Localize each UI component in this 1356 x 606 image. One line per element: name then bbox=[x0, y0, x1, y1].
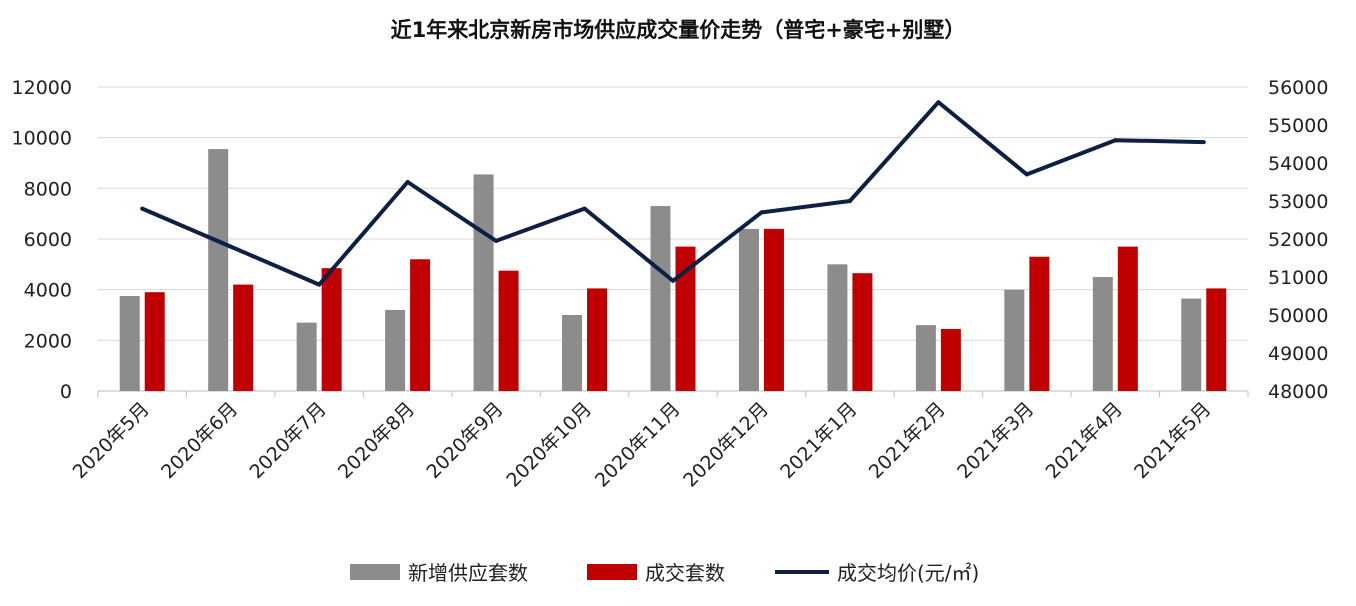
supply-bar bbox=[385, 309, 406, 391]
bars bbox=[119, 149, 1227, 391]
price-point bbox=[1201, 140, 1206, 145]
supply-bar bbox=[296, 322, 317, 391]
deal-bar bbox=[1117, 246, 1138, 391]
y-left-tick-label: 2000 bbox=[24, 330, 72, 352]
x-tick-label: 2020年11月 bbox=[591, 398, 685, 492]
price-point bbox=[228, 244, 233, 249]
x-tick-label: 2021年4月 bbox=[1042, 398, 1127, 483]
x-tick-label: 2021年3月 bbox=[953, 398, 1038, 483]
right-axis: 48000 49000 50000 51000 52000 53000 54000 55000… bbox=[1268, 77, 1328, 403]
y-right-tick-label: 54000 bbox=[1268, 153, 1328, 175]
y-right-tick-label: 55000 bbox=[1268, 115, 1328, 137]
gridlines bbox=[98, 86, 1248, 392]
price-point bbox=[582, 206, 587, 211]
x-axis: 2020年5月 2020年6月 2020年7月 2020年8月 2020年9月2020年… bbox=[69, 391, 1249, 492]
x-tick-label: 2021年1月 bbox=[776, 398, 861, 483]
legend-label: 成交均价(元/㎡) bbox=[837, 561, 979, 585]
x-tick-label: 2020年12月 bbox=[679, 398, 773, 492]
x-tick-label: 2020年9月 bbox=[422, 398, 507, 483]
deal-bar bbox=[498, 270, 519, 391]
supply-bar bbox=[562, 315, 583, 391]
y-left-tick-label: 10000 bbox=[12, 128, 72, 150]
x-tick-label: 2020年7月 bbox=[246, 398, 331, 483]
deal-bar bbox=[144, 292, 165, 391]
y-right-tick-label: 48000 bbox=[1268, 381, 1328, 403]
price-point bbox=[494, 238, 499, 243]
legend-swatch bbox=[350, 564, 400, 580]
deal-bar bbox=[940, 328, 961, 391]
deal-bar bbox=[233, 284, 254, 391]
y-right-tick-label: 49000 bbox=[1268, 343, 1328, 365]
supply-bar bbox=[650, 206, 671, 391]
price-point bbox=[671, 278, 675, 283]
left-axis: 0 2000 4000 6000 8000 10000 12000 bbox=[12, 77, 72, 403]
x-tick-label: 2021年5月 bbox=[1130, 398, 1215, 483]
deal-bar bbox=[587, 288, 608, 391]
legend: 新增供应套数 成交套数 成交均价(元/㎡) bbox=[350, 561, 979, 585]
supply-bar bbox=[915, 325, 936, 391]
legend-label: 成交套数 bbox=[645, 561, 725, 585]
y-left-tick-label: 6000 bbox=[24, 229, 72, 251]
legend-swatch bbox=[587, 564, 637, 580]
y-right-tick-label: 56000 bbox=[1268, 77, 1328, 99]
price-point bbox=[317, 282, 322, 287]
x-tick-label: 2020年5月 bbox=[69, 398, 154, 483]
supply-bar bbox=[208, 149, 229, 391]
supply-bar bbox=[738, 228, 759, 391]
y-right-tick-label: 50000 bbox=[1268, 305, 1328, 327]
supply-bar bbox=[1092, 277, 1113, 391]
deal-bar bbox=[763, 228, 784, 391]
y-right-tick-label: 51000 bbox=[1268, 267, 1328, 289]
supply-bar bbox=[1004, 289, 1025, 391]
y-left-tick-label: 12000 bbox=[12, 77, 72, 99]
price-point bbox=[847, 199, 852, 203]
supply-bar bbox=[1181, 298, 1202, 391]
price-point bbox=[936, 100, 941, 105]
y-left-tick-label: 8000 bbox=[24, 178, 72, 200]
y-left-tick-label: 0 bbox=[60, 381, 72, 403]
x-tick-label: 2021年2月 bbox=[865, 398, 950, 483]
y-right-tick-label: 52000 bbox=[1268, 229, 1328, 251]
chart-title: 近1年来北京新房市场供应成交量价走势（普宅+豪宅+别墅） bbox=[390, 18, 966, 42]
x-tick-label: 2020年8月 bbox=[334, 398, 419, 483]
deal-bar bbox=[852, 273, 873, 391]
x-tick-label: 2020年10月 bbox=[502, 398, 596, 492]
supply-bar bbox=[119, 296, 140, 391]
price-point bbox=[405, 180, 410, 184]
deal-bar bbox=[410, 259, 431, 391]
legend-label: 新增供应套数 bbox=[408, 561, 528, 585]
price-point bbox=[140, 206, 145, 211]
y-left-tick-label: 4000 bbox=[24, 280, 72, 302]
deal-bar bbox=[321, 268, 342, 391]
price-point bbox=[759, 210, 764, 215]
supply-bar bbox=[827, 264, 848, 391]
price-point bbox=[1113, 138, 1118, 143]
y-right-tick-label: 53000 bbox=[1268, 191, 1328, 213]
price-line bbox=[140, 100, 1206, 287]
deal-bar bbox=[1206, 288, 1227, 391]
deal-bar bbox=[675, 246, 696, 391]
deal-bar bbox=[1029, 256, 1050, 391]
supply-bar bbox=[473, 174, 494, 391]
x-tick-label: 2020年6月 bbox=[157, 398, 242, 483]
price-point bbox=[1024, 172, 1029, 177]
